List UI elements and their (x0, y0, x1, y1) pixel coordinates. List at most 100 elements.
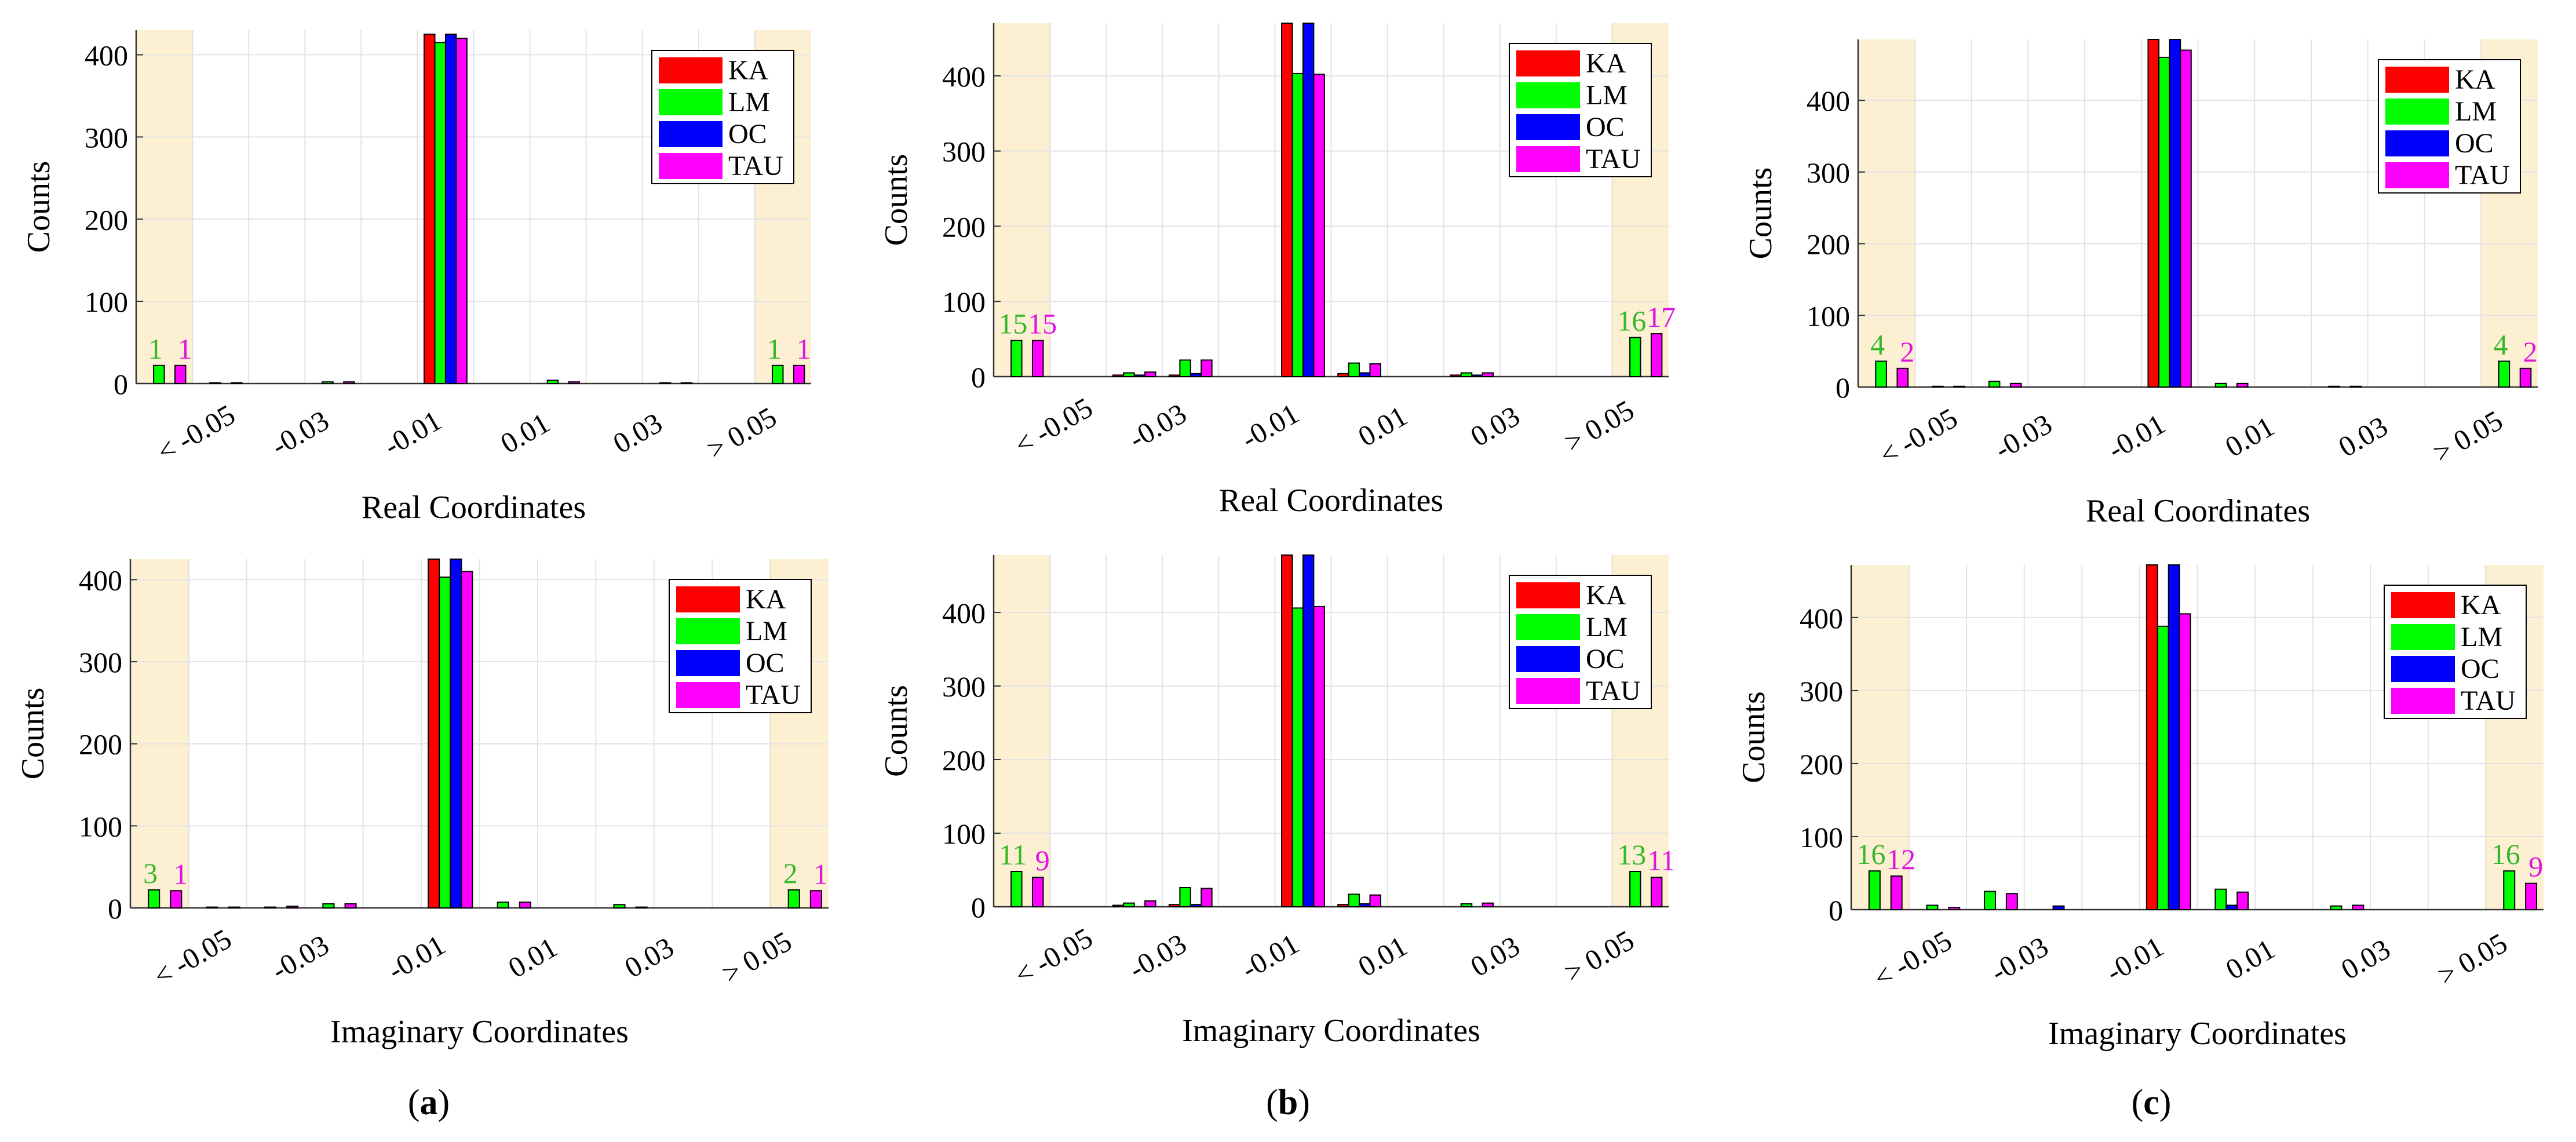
bar-tau (1144, 900, 1156, 908)
y-tick-label: 400 (79, 564, 122, 596)
bar-lm (1291, 607, 1304, 907)
bar-tau (2236, 382, 2249, 388)
x-tick-label: -0.03 (1123, 397, 1192, 455)
bar-tau (170, 890, 183, 909)
bar-lm (1629, 337, 1641, 377)
legend-label-lm: LM (728, 87, 770, 118)
y-tick-label: 100 (1807, 300, 1850, 332)
bar-tau (1650, 877, 1663, 908)
bar-tau (635, 906, 648, 909)
y-tick-label: 300 (1800, 675, 1843, 707)
legend-label-lm: LM (1586, 612, 1628, 643)
bar-oc (1190, 373, 1202, 378)
bar-tau (1482, 372, 1494, 377)
bar-ka (1281, 554, 1293, 907)
y-tick-label: 400 (85, 39, 128, 72)
outlier-label-lm-left: 11 (999, 838, 1027, 871)
y-axis-title: Counts (15, 688, 51, 780)
caption-b-close: ) (1298, 1083, 1310, 1122)
x-tick-label: -0.01 (378, 404, 447, 462)
bar-tau (174, 364, 187, 385)
bar-tau (519, 902, 531, 909)
legend-label-tau: TAU (1586, 144, 1641, 174)
bar-lm (2328, 385, 2340, 388)
bar-lm (2330, 905, 2343, 910)
bar-oc (1302, 554, 1315, 907)
x-tick-label: -0.01 (1236, 397, 1304, 455)
bar-oc (1133, 374, 1146, 377)
y-tick-label: 0 (971, 891, 986, 924)
outlier-label-tau-right: 17 (1647, 301, 1676, 333)
y-axis-title: Counts (878, 154, 914, 246)
bar-oc (2052, 905, 2065, 910)
bar-ka (428, 559, 440, 909)
x-tick-label: -0.01 (2102, 407, 2170, 466)
legend-swatch-ka (659, 57, 723, 83)
x-tick-label: < -0.05 (1009, 921, 1097, 991)
x-tick-label: -0.01 (1236, 927, 1304, 986)
outlier-label-lm-right: 2 (783, 857, 798, 889)
legend-swatch-oc (1516, 646, 1580, 672)
legend-swatch-ka (2385, 67, 2449, 93)
legend-label-ka: KA (1586, 580, 1626, 611)
bar-lm (2503, 870, 2516, 911)
caption-b-letter: b (1278, 1083, 1298, 1122)
outlier-label-tau-right: 9 (2528, 851, 2543, 883)
outlier-label-tau-left: 1 (178, 333, 192, 365)
x-tick-label: > 0.05 (2428, 404, 2508, 469)
bar-ka (1337, 373, 1349, 378)
legend-label-lm: LM (746, 616, 787, 647)
bar-ka (1112, 904, 1125, 907)
y-tick-label: 0 (1829, 894, 1843, 926)
y-axis-title: Counts (878, 685, 914, 777)
x-tick-label: > 0.05 (1559, 393, 1639, 459)
legend-swatch-ka (676, 586, 740, 612)
legend-swatch-tau (659, 153, 723, 179)
legend-label-tau: TAU (728, 151, 783, 181)
bar-ka (1450, 374, 1462, 377)
bar-lm (497, 902, 509, 909)
x-tick-label: > 0.05 (701, 400, 782, 466)
outlier-label-tau-left: 2 (1900, 335, 1914, 368)
x-tick-label: > 0.05 (1559, 924, 1639, 989)
bar-lm (546, 380, 559, 384)
bar-ka (1281, 23, 1293, 377)
bar-tau (809, 890, 822, 909)
bar-tau (461, 571, 473, 909)
y-tick-label: 200 (79, 728, 122, 761)
legend-label-lm: LM (2455, 96, 2497, 127)
x-tick-label: < -0.05 (151, 398, 240, 468)
outlier-zone-left (1858, 39, 1916, 387)
legend-label-oc: OC (728, 119, 767, 149)
bar-ka (1168, 374, 1181, 377)
chart-panel-b-top: 0 100 200 300 400 15 15 16 17 < -0.05 -0.03 -0.01 0.… (878, 23, 1676, 519)
legend-swatch-tau (676, 682, 740, 708)
bar-lm (1868, 870, 1881, 911)
legend-label-tau: TAU (746, 680, 801, 710)
legend-swatch-lm (659, 89, 723, 115)
bar-tau (1313, 605, 1325, 907)
x-tick-label: 0.01 (1352, 399, 1413, 453)
bar-tau (2519, 367, 2532, 388)
outlier-label-lm-right: 13 (1617, 838, 1646, 871)
bar-lm (322, 381, 334, 384)
caption-c-close: ) (2159, 1083, 2172, 1122)
bar-tau (1896, 367, 1909, 388)
bar-oc (2225, 904, 2238, 910)
bar-ka (1168, 904, 1181, 908)
bar-lm (1179, 359, 1191, 378)
x-axis-title: Imaginary Coordinates (2048, 1016, 2347, 1052)
x-tick-label: 0.01 (503, 931, 563, 984)
legend-swatch-ka (2391, 592, 2455, 618)
bar-lm (1629, 871, 1641, 907)
bar-lm (439, 577, 451, 909)
y-axis-title: Counts (21, 161, 57, 253)
bar-tau (1650, 333, 1663, 378)
outlier-label-tau-right: 1 (813, 858, 828, 890)
bar-lm (787, 889, 800, 909)
bar-tau (1953, 385, 1965, 388)
caption-a: (a) (342, 1082, 516, 1123)
